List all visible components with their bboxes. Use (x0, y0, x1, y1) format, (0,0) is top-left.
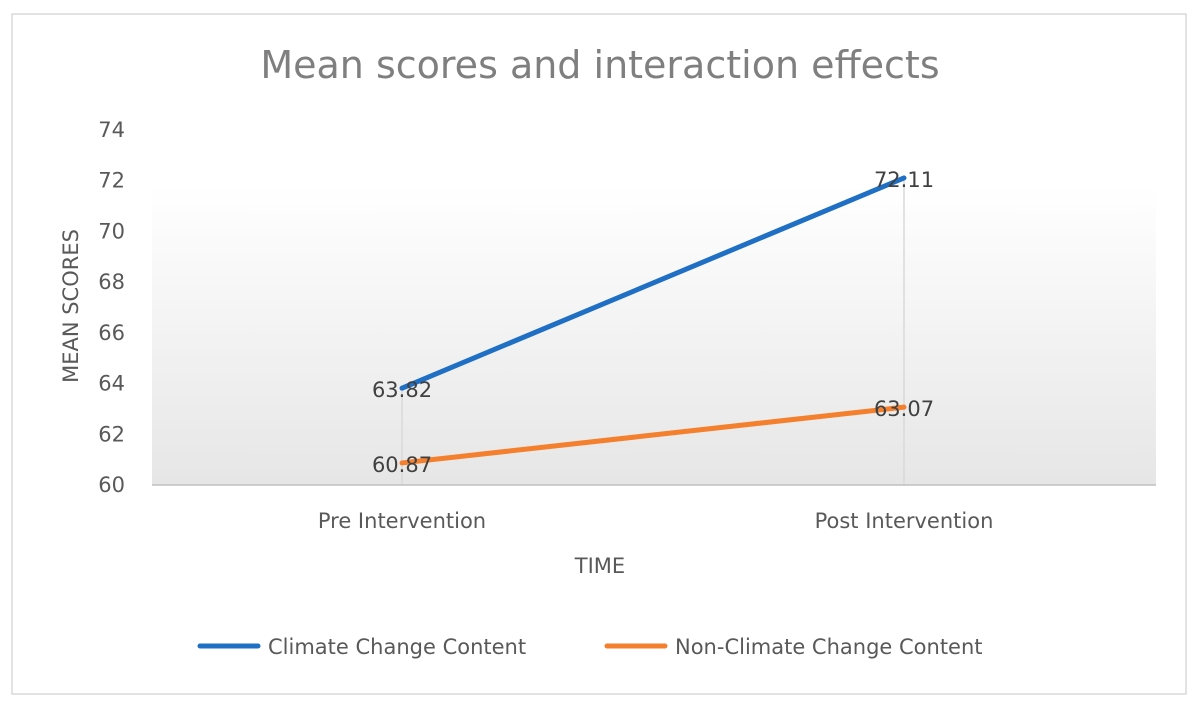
legend-label: Climate Change Content (268, 635, 526, 659)
y-tick-label: 64 (98, 372, 125, 396)
data-label: 63.07 (874, 397, 934, 421)
x-category-label: Pre Intervention (318, 509, 486, 533)
y-tick-label: 68 (98, 270, 125, 294)
data-labels: 63.82 72.11 60.87 63.07 (372, 168, 934, 477)
series-line (399, 404, 907, 466)
y-tick-label: 60 (98, 473, 125, 497)
series-line (399, 175, 907, 391)
chart-title: Mean scores and interaction effects (260, 43, 939, 87)
y-tick-label: 62 (98, 422, 125, 446)
x-axis-categories: Pre Intervention Post Intervention (318, 509, 994, 533)
data-label: 63.82 (372, 378, 432, 402)
plot-area (152, 185, 1156, 486)
x-category-label: Post Intervention (815, 509, 994, 533)
legend: Climate Change Content Non-Climate Change… (197, 635, 983, 659)
y-axis-title: MEAN SCORES (59, 229, 83, 383)
y-tick-label: 70 (98, 219, 125, 243)
y-tick-label: 72 (98, 169, 125, 193)
category-drop-lines (401, 177, 905, 485)
y-tick-label: 74 (98, 118, 125, 142)
legend-label: Non-Climate Change Content (675, 635, 983, 659)
data-label: 60.87 (372, 453, 432, 477)
y-tick-label: 66 (98, 321, 125, 345)
data-label: 72.11 (874, 168, 934, 192)
x-axis-title: TIME (574, 554, 625, 578)
series-lines (399, 175, 907, 466)
y-axis-ticks: 60 62 64 66 68 70 72 74 (98, 118, 125, 497)
